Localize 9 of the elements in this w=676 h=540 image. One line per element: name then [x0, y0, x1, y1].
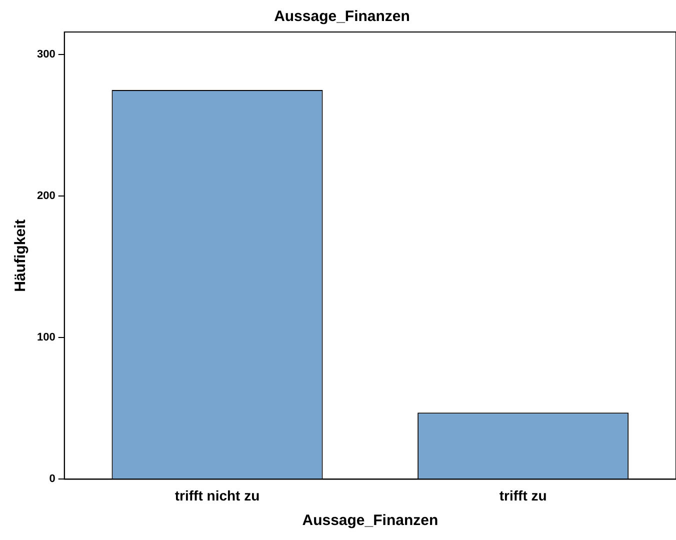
y-tick-label: 200 [36, 190, 56, 202]
y-axis-title: Häufigkeit [12, 219, 30, 292]
y-tick-label: 100 [36, 332, 56, 344]
x-tick-label: trifft nicht zu [174, 487, 260, 504]
x-axis-title: Aussage_Finanzen [302, 512, 438, 530]
y-tick-label: 0 [49, 473, 56, 486]
y-tick-label: 300 [36, 48, 56, 61]
chart-title: Aussage_Finanzen [274, 8, 410, 26]
x-tick-label: trifft zu [499, 487, 547, 504]
